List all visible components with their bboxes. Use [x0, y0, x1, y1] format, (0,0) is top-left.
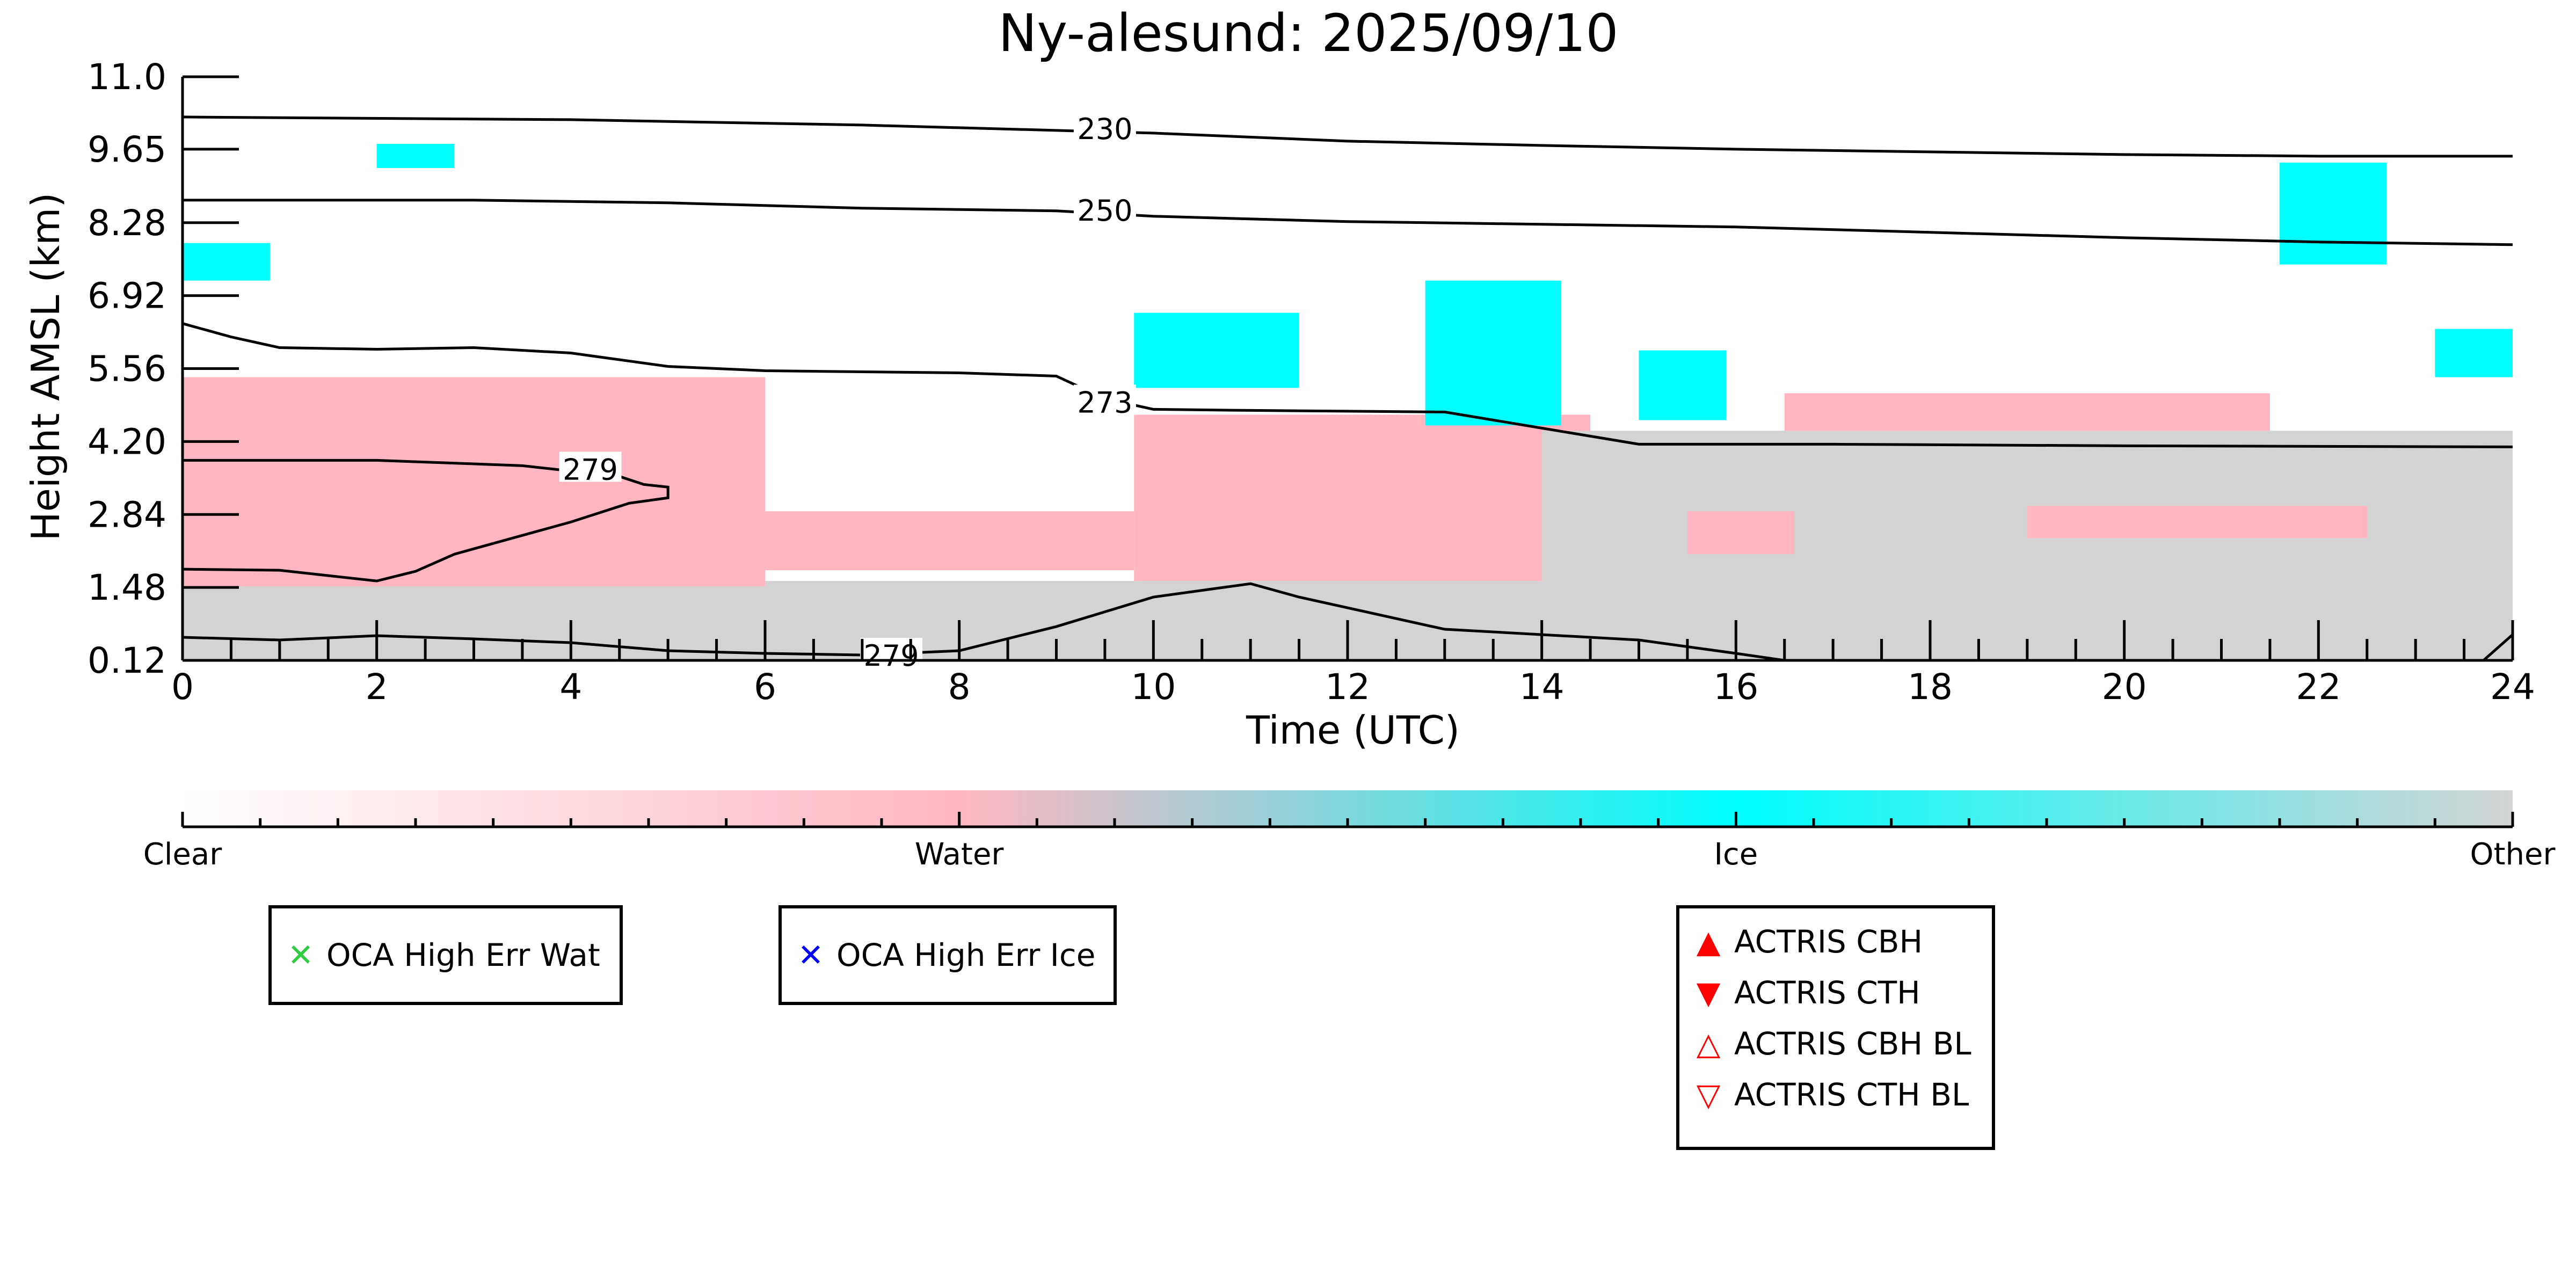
contour-label-279: 279	[563, 453, 618, 486]
legend-label: ACTRIS CTH	[1734, 974, 1920, 1011]
x-tick-label: 22	[2296, 666, 2341, 708]
contour-label-230: 230	[1077, 112, 1132, 146]
legend-label: OCA High Err Ice	[836, 937, 1096, 973]
x-tick-label: 18	[1908, 666, 1953, 708]
contour-label-bg	[1073, 111, 1136, 141]
classification-regions	[183, 143, 2513, 660]
x-tick-label: 0	[171, 666, 194, 708]
x-tick-label: 24	[2490, 666, 2535, 708]
legend-entry: ▼ ACTRIS CTH	[1694, 974, 1920, 1011]
legend-box: ✕ OCA High Err Wat	[268, 905, 623, 1005]
x-tick-label: 2	[366, 666, 388, 708]
y-tick-label: 2.84	[88, 494, 166, 535]
x-tick-label: 16	[1713, 666, 1758, 708]
x-axis-title: Time (UTC)	[1246, 708, 1460, 753]
legend-marker-x-icon: ✕	[287, 937, 314, 973]
y-tick-label: 8.28	[88, 202, 166, 244]
region-ice-9	[1639, 350, 1727, 420]
colorbar-label-other: Other	[2470, 837, 2556, 872]
contour-label-bg	[559, 452, 622, 482]
region-ice-11	[183, 243, 270, 281]
x-tick-label: 12	[1325, 666, 1370, 708]
region-ice-13	[2435, 329, 2513, 377]
legend-entry: △ ACTRIS CBH BL	[1694, 1025, 1971, 1062]
legend-label: OCA High Err Wat	[326, 937, 600, 973]
y-tick-label: 0.12	[88, 640, 166, 681]
colorbar: Clear Water Ice Other	[143, 790, 2556, 872]
region-water-3	[1134, 414, 1591, 581]
region-other-4	[1541, 431, 2513, 581]
region-ice-8	[1425, 280, 1561, 426]
region-water-5	[1687, 511, 1794, 555]
legend-marker-triangle-down-open-icon: ▽	[1696, 1076, 1721, 1113]
contour-label-250: 250	[1077, 194, 1132, 228]
colorbar-label-clear: Clear	[143, 837, 222, 872]
legend-marker-x-icon: ✕	[797, 937, 824, 973]
y-tick-label: 9.65	[88, 129, 166, 170]
contour-label-273: 273	[1077, 385, 1132, 419]
contour-label-bg	[1073, 384, 1136, 415]
x-tick-label: 4	[559, 666, 582, 708]
legend-box: ▲ ACTRIS CBH ▼ ACTRIS CTH △ ACTRIS CBH BL ▽ ACT…	[1676, 905, 1995, 1150]
legend-entry: ▽ ACTRIS CTH BL	[1694, 1076, 1969, 1113]
y-tick-label: 5.56	[88, 348, 166, 390]
colorbar-label-water: Water	[915, 837, 1005, 872]
region-water-1	[183, 377, 765, 587]
legend-box: ✕ OCA High Err Ice	[778, 905, 1117, 1005]
legend-marker-triangle-down-icon: ▼	[1696, 974, 1721, 1011]
colorbar-label-ice: Ice	[1714, 837, 1758, 872]
chart-title: Ny-alesund: 2025/09/10	[999, 3, 1619, 63]
region-water-14	[1784, 393, 2270, 431]
region-ice-7	[1134, 312, 1299, 388]
legend-label: ACTRIS CTH BL	[1734, 1076, 1969, 1113]
legend-label: ACTRIS CBH BL	[1734, 1025, 1971, 1062]
y-tick-label: 4.20	[88, 421, 166, 462]
contour-line-273-2	[182, 322, 2513, 448]
legend-entry: ✕ OCA High Err Wat	[287, 937, 600, 973]
contour-line-250-1	[183, 199, 2513, 246]
x-tick-label: 8	[948, 666, 971, 708]
contour-label-bg	[1073, 192, 1136, 223]
x-tick-label: 20	[2102, 666, 2147, 708]
y-tick-label: 1.48	[88, 567, 166, 608]
x-tick-label: 10	[1131, 666, 1176, 708]
region-water-6	[2027, 506, 2367, 539]
contour-line-230-0	[182, 115, 2513, 158]
region-ice-12	[376, 143, 455, 168]
y-tick-label: 11.0	[88, 56, 166, 98]
legend-label: ACTRIS CBH	[1734, 923, 1923, 960]
x-tick-label: 14	[1519, 666, 1564, 708]
legend-marker-triangle-up-icon: ▲	[1696, 923, 1721, 960]
region-water-2	[765, 511, 1134, 571]
legend-entry: ✕ OCA High Err Ice	[797, 937, 1096, 973]
y-tick-label: 6.92	[88, 275, 166, 317]
y-axis-title: Height AMSL (km)	[23, 193, 68, 541]
contour-line-unlabeled-5	[2483, 634, 2514, 661]
legend-marker-triangle-up-open-icon: △	[1696, 1025, 1721, 1062]
x-tick-label: 6	[754, 666, 776, 708]
region-ice-10	[2280, 162, 2386, 265]
legend-entry: ▲ ACTRIS CBH	[1694, 923, 1923, 960]
